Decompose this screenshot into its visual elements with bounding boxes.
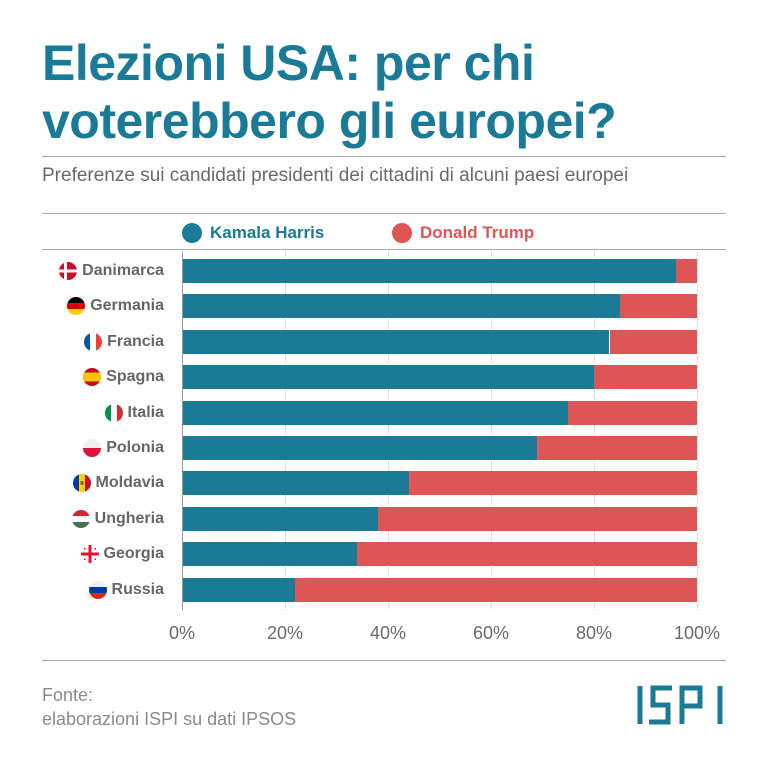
flag-francia-icon [84,332,103,351]
x-tick-label: 0% [168,623,195,643]
bar-row-spagna: Spagna [0,365,770,390]
flag-italia-icon [104,403,123,422]
x-tick-label: 100% [673,623,721,643]
x-tick-label: 40% [369,623,407,643]
gridline-80 [594,252,595,610]
legend-divider [42,249,726,250]
category-text-georgia: Georgia [103,545,164,563]
bar-trump-germania [619,294,698,319]
flag-danimarca-icon [59,262,78,280]
bar-trump-italia [568,400,698,425]
flag-spagna-icon [83,368,102,387]
legend-trump-label: Donald Trump [420,223,535,242]
bar-row-ungheria: Ungheria [0,506,770,531]
bar-trump-georgia [357,542,697,567]
ispi-logo [636,683,728,727]
gridline-100 [697,252,698,610]
footer-divider [42,660,726,661]
title-divider [42,156,726,157]
bar-row-russia: Russia [0,577,770,602]
bar-harris-georgia [182,542,358,567]
x-tick-label: 20% [266,623,304,643]
gridline-60 [491,252,492,610]
category-text-russia: Russia [111,580,164,598]
chart-subtitle: Preferenze sui candidati presidenti dei … [42,165,629,186]
flag-germania-icon [67,297,86,316]
category-label-spagna: Spagna [83,365,164,389]
legend-item-harris: Kamala Harris [182,222,324,244]
bar-row-germania: Germania [0,294,770,319]
category-text-spagna: Spagna [106,368,164,386]
category-label-georgia: Georgia [80,542,164,566]
source-text: elaborazioni ISPI su dati IPSOS [42,709,297,729]
bar-row-italia: Italia [0,400,770,425]
bar-trump-francia [609,329,698,354]
bar-trump-moldavia [408,471,697,496]
category-text-moldavia: Moldavia [95,474,164,492]
bar-trump-polonia [537,436,697,460]
legend-harris-swatch [182,223,202,243]
category-label-moldavia: Moldavia [72,471,164,495]
bar-harris-spagna [182,365,594,390]
bar-harris-germania [182,294,620,319]
category-text-polonia: Polonia [106,439,164,456]
bar-row-danimarca: Danimarca [0,259,770,283]
category-label-danimarca: Danimarca [59,259,164,283]
bar-trump-spagna [594,365,697,390]
bar-harris-danimarca [182,259,677,283]
category-label-polonia: Polonia [83,436,164,460]
flag-russia-icon [88,580,107,599]
bar-trump-danimarca [676,259,697,283]
subtitle-divider [42,213,726,214]
category-text-francia: Francia [107,332,164,350]
legend-trump-swatch [392,223,412,243]
category-text-danimarca: Danimarca [82,262,164,279]
bar-harris-ungheria [182,506,378,531]
source-note: Fonte: elaborazioni ISPI su dati IPSOS [42,683,296,731]
flag-polonia-icon [83,439,102,457]
bar-harris-francia [182,329,610,354]
bar-row-moldavia: Moldavia [0,471,770,496]
category-label-germania: Germania [67,294,164,318]
flag-ungheria-icon [71,509,90,528]
category-text-germania: Germania [90,297,164,315]
gridline-20 [285,252,286,610]
ispi-logo-mark [637,685,723,725]
bar-row-polonia: Polonia [0,436,770,460]
category-label-ungheria: Ungheria [71,507,164,531]
bar-harris-italia [182,400,569,425]
legend-harris-label: Kamala Harris [210,223,325,242]
bar-trump-ungheria [377,506,697,531]
category-label-russia: Russia [88,578,164,602]
x-tick-label: 60% [472,623,510,643]
bar-row-georgia: Georgia [0,542,770,567]
bar-trump-russia [295,577,697,602]
bar-harris-russia [182,577,296,602]
category-label-italia: Italia [104,401,164,425]
bar-row-francia: Francia [0,329,770,354]
bar-harris-moldavia [182,471,409,496]
gridline-40 [388,252,389,610]
bar-harris-polonia [182,436,538,460]
source-label: Fonte: [42,685,94,705]
legend-item-trump: Donald Trump [392,222,534,244]
category-text-ungheria: Ungheria [94,509,164,527]
x-tick-label: 80% [575,623,613,643]
flag-moldavia-icon [72,474,91,493]
chart-title: Elezioni USA: per chi voterebbero gli eu… [42,35,617,149]
category-text-italia: Italia [127,403,164,421]
flag-georgia-icon [80,545,99,564]
category-label-francia: Francia [84,330,164,354]
y-axis-line [182,252,183,610]
